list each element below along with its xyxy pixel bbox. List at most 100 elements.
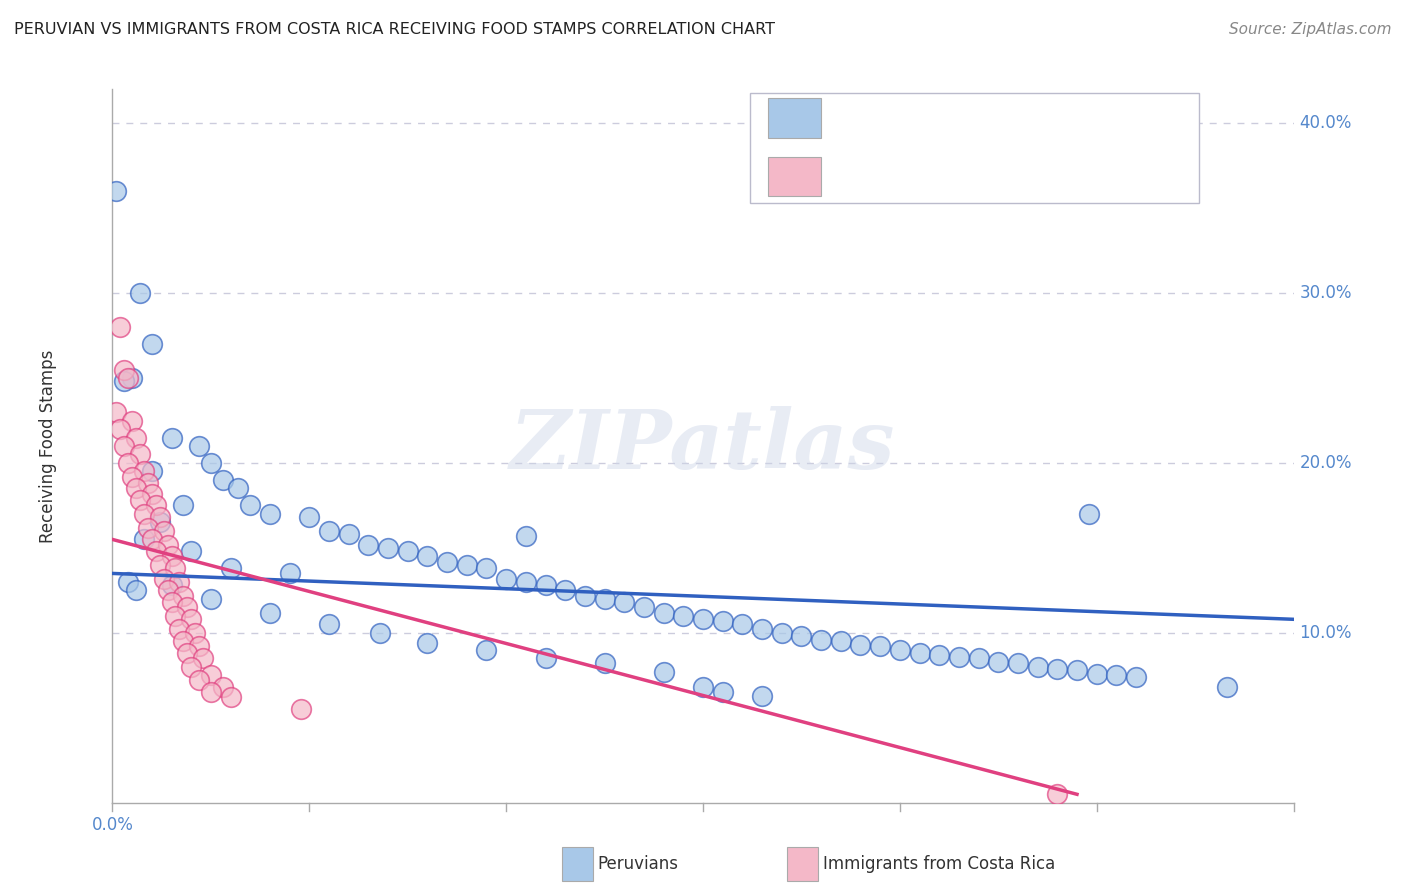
Point — [456, 558, 478, 572]
Point — [219, 690, 242, 705]
Point — [849, 638, 872, 652]
Point — [1007, 657, 1029, 671]
Point — [751, 689, 773, 703]
Point — [495, 572, 517, 586]
Point — [172, 589, 194, 603]
Point — [125, 482, 148, 496]
Point — [672, 608, 695, 623]
Point — [149, 516, 172, 530]
Point — [1066, 663, 1088, 677]
Point — [259, 507, 281, 521]
Point — [515, 574, 537, 589]
Point — [751, 623, 773, 637]
Point — [152, 524, 174, 538]
Point — [117, 456, 139, 470]
Point — [180, 544, 202, 558]
Point — [141, 337, 163, 351]
Point — [475, 561, 498, 575]
Point — [141, 486, 163, 500]
Point — [652, 606, 675, 620]
Point — [188, 673, 211, 688]
Point — [132, 507, 155, 521]
Point — [132, 465, 155, 479]
Point — [169, 574, 191, 589]
Point — [121, 371, 143, 385]
Point — [770, 626, 793, 640]
Point — [141, 533, 163, 547]
Point — [1085, 666, 1108, 681]
Point — [160, 595, 183, 609]
Point — [200, 685, 222, 699]
FancyBboxPatch shape — [768, 98, 821, 137]
Text: Immigrants from Costa Rica: Immigrants from Costa Rica — [823, 855, 1054, 873]
Point — [160, 578, 183, 592]
Point — [337, 527, 360, 541]
Point — [125, 430, 148, 444]
Point — [810, 632, 832, 647]
Text: 0.0%: 0.0% — [91, 815, 134, 834]
Point — [180, 660, 202, 674]
Point — [149, 558, 172, 572]
Point — [593, 657, 616, 671]
Point — [117, 371, 139, 385]
Point — [184, 626, 207, 640]
FancyBboxPatch shape — [768, 157, 821, 196]
Point — [200, 668, 222, 682]
Point — [1125, 670, 1147, 684]
Point — [188, 640, 211, 654]
Point — [141, 465, 163, 479]
Text: ZIPatlas: ZIPatlas — [510, 406, 896, 486]
Point — [156, 583, 179, 598]
Point — [129, 286, 152, 301]
Point — [790, 629, 813, 643]
Point — [136, 476, 159, 491]
Point — [105, 405, 128, 419]
Point — [239, 499, 262, 513]
Point — [889, 643, 911, 657]
Point — [110, 320, 132, 334]
Point — [554, 583, 576, 598]
Point — [377, 541, 399, 555]
Point — [121, 469, 143, 483]
Point — [731, 617, 754, 632]
Point — [987, 655, 1010, 669]
Point — [200, 456, 222, 470]
Point — [176, 646, 198, 660]
Point — [534, 651, 557, 665]
Point — [200, 591, 222, 606]
Point — [1046, 787, 1069, 801]
Point — [1046, 662, 1069, 676]
Point — [967, 651, 990, 665]
Point — [165, 608, 187, 623]
Point — [132, 533, 155, 547]
Point — [188, 439, 211, 453]
Point — [830, 634, 852, 648]
Point — [574, 589, 596, 603]
Point — [290, 702, 312, 716]
Point — [593, 591, 616, 606]
Text: 40.0%: 40.0% — [1299, 114, 1351, 132]
Point — [298, 510, 321, 524]
Point — [169, 623, 191, 637]
Point — [112, 375, 135, 389]
Point — [112, 362, 135, 376]
Point — [928, 648, 950, 662]
Point — [633, 600, 655, 615]
Point — [211, 473, 233, 487]
Point — [1105, 668, 1128, 682]
Point — [692, 612, 714, 626]
Point — [368, 626, 391, 640]
Point — [117, 574, 139, 589]
Point — [152, 572, 174, 586]
Point — [105, 184, 128, 198]
Point — [191, 651, 214, 665]
Point — [160, 430, 183, 444]
Point — [869, 640, 891, 654]
Point — [165, 561, 187, 575]
Point — [1215, 680, 1237, 694]
Point — [711, 685, 734, 699]
FancyBboxPatch shape — [751, 93, 1199, 203]
Point — [613, 595, 636, 609]
Point — [416, 549, 439, 564]
Point — [416, 636, 439, 650]
